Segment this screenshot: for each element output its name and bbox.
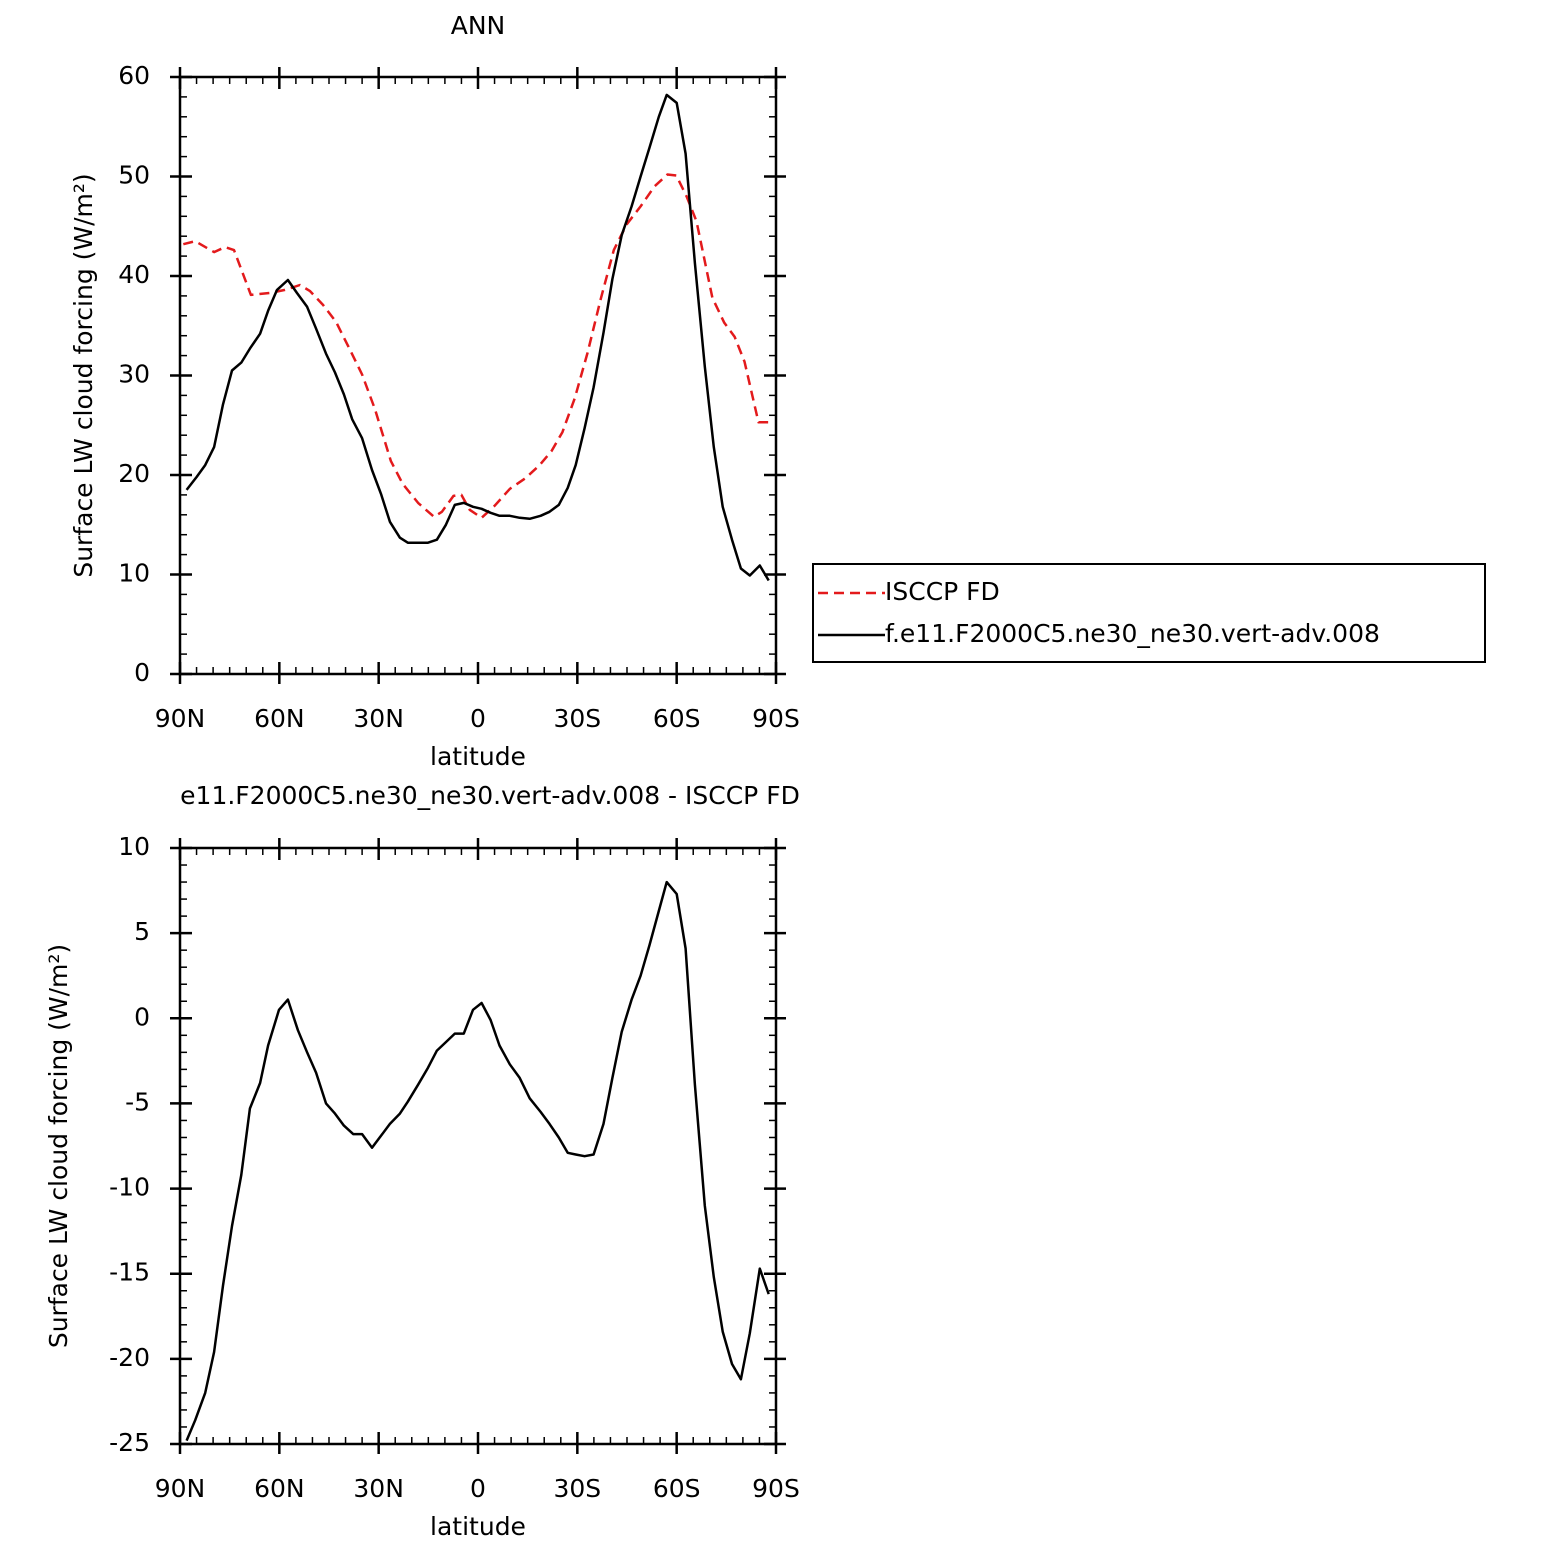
y-axis-label: Surface LW cloud forcing (W/m²) bbox=[44, 944, 73, 1348]
y-tick-label: -5 bbox=[125, 1087, 150, 1116]
x-tick-label: 30S bbox=[553, 1474, 601, 1503]
x-tick-label: 90S bbox=[752, 1474, 800, 1503]
x-tick-label: 0 bbox=[470, 704, 486, 733]
y-tick-label: 5 bbox=[134, 917, 150, 946]
y-tick-label: 50 bbox=[118, 161, 150, 190]
chart-title: ANN bbox=[451, 11, 506, 40]
y-tick-label: 10 bbox=[118, 832, 150, 861]
y-tick-label: 0 bbox=[134, 1002, 150, 1031]
y-tick-label: 10 bbox=[118, 559, 150, 588]
x-axis-label: latitude bbox=[430, 742, 526, 771]
x-axis-label: latitude bbox=[430, 1512, 526, 1541]
chart-title: e11.F2000C5.ne30_ne30.vert-adv.008 - ISC… bbox=[180, 781, 800, 810]
x-tick-label: 90S bbox=[752, 704, 800, 733]
plot-frame bbox=[178, 75, 778, 676]
x-tick-label: 0 bbox=[470, 1474, 486, 1503]
y-axis-label: Surface LW cloud forcing (W/m²) bbox=[69, 173, 98, 577]
y-tick-label: 60 bbox=[118, 61, 150, 90]
legend-label: f.e11.F2000C5.ne30_ne30.vert-adv.008 bbox=[885, 619, 1380, 648]
x-tick-label: 90N bbox=[155, 704, 206, 733]
x-tick-label: 30S bbox=[553, 704, 601, 733]
y-tick-label: 30 bbox=[118, 360, 150, 389]
x-tick-label: 60N bbox=[254, 704, 305, 733]
legend-label: ISCCP FD bbox=[885, 577, 1000, 606]
plot-frame bbox=[178, 846, 778, 1446]
y-tick-label: -25 bbox=[109, 1428, 150, 1457]
x-tick-label: 30N bbox=[353, 1474, 404, 1503]
y-tick-label: -15 bbox=[109, 1258, 150, 1287]
y-tick-label: -10 bbox=[109, 1173, 150, 1202]
legend-box bbox=[812, 563, 1486, 663]
y-tick-label: 20 bbox=[118, 459, 150, 488]
x-tick-label: 90N bbox=[155, 1474, 206, 1503]
x-tick-label: 60S bbox=[653, 1474, 701, 1503]
x-tick-label: 60S bbox=[653, 704, 701, 733]
line-series bbox=[182, 173, 769, 520]
y-tick-label: 40 bbox=[118, 260, 150, 289]
x-tick-label: 60N bbox=[254, 1474, 305, 1503]
line-series bbox=[185, 880, 770, 1442]
line-series bbox=[185, 93, 770, 582]
y-tick-label: -20 bbox=[109, 1343, 150, 1372]
x-tick-label: 30N bbox=[353, 704, 404, 733]
y-tick-label: 0 bbox=[134, 658, 150, 687]
